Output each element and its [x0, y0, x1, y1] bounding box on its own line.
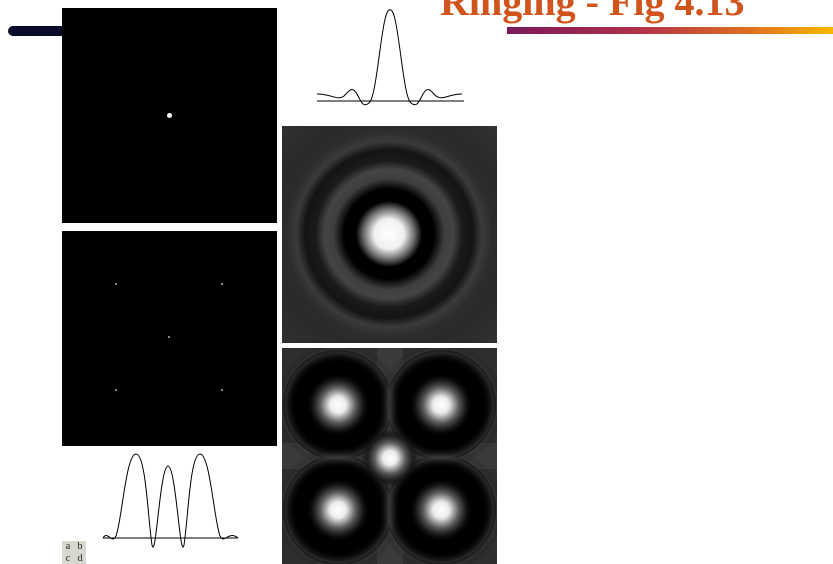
title-bar-right	[507, 27, 833, 34]
title-bar-left	[8, 26, 68, 36]
ringing-single-image	[282, 126, 497, 343]
impulse-dot	[167, 113, 172, 118]
impulse-dot	[221, 389, 223, 391]
panel-c-five-impulses	[62, 231, 277, 446]
panel-label-b: b	[77, 541, 83, 552]
slide-title: Ringing - Fig 4.13	[440, 0, 745, 24]
intensity-profile-single	[316, 9, 464, 106]
panel-label-c: c	[65, 552, 71, 564]
panel-label-grid: a b c d	[62, 541, 86, 564]
profile-curve	[316, 9, 463, 106]
impulse-dot	[221, 283, 223, 285]
profile-curve	[102, 453, 239, 548]
impulse-dot	[115, 389, 117, 391]
panel-label-d: d	[77, 552, 83, 564]
impulse-dot	[115, 283, 117, 285]
panel-label-a: a	[65, 541, 71, 552]
panel-b-ringing-single	[282, 126, 497, 343]
impulse-dot	[168, 336, 170, 338]
ringing-five-image	[282, 348, 497, 564]
intensity-profile-five	[102, 453, 239, 548]
panel-d-ringing-five	[282, 348, 497, 564]
panel-a-single-impulse	[62, 8, 277, 223]
